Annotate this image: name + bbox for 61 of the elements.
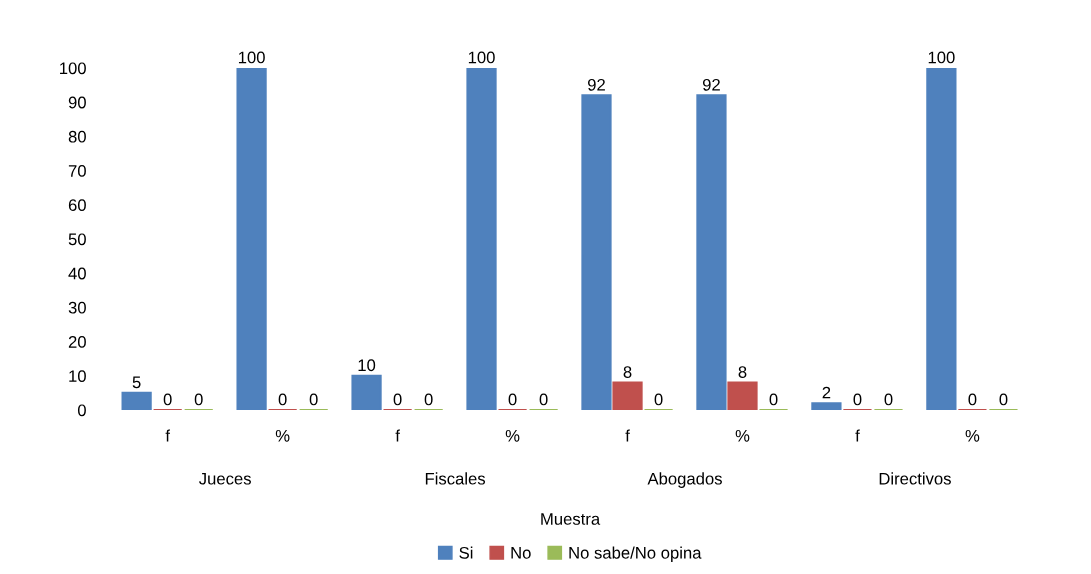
- data-label: 0: [393, 393, 402, 406]
- y-tick-label: 70: [68, 165, 86, 177]
- legend-label: No: [511, 547, 531, 559]
- y-tick-label: 20: [68, 336, 86, 348]
- data-label: 0: [884, 393, 893, 406]
- data-label: 0: [968, 393, 977, 406]
- x-tick-label: %: [965, 429, 980, 442]
- bar: [612, 381, 643, 411]
- data-label: 2: [822, 386, 831, 399]
- data-label: 0: [194, 393, 203, 406]
- data-label: 100: [238, 51, 265, 64]
- data-label: 8: [623, 366, 632, 378]
- y-tick-label: 60: [68, 199, 86, 212]
- y-tick-label: 90: [68, 96, 86, 109]
- data-label: 0: [853, 393, 862, 406]
- data-label: 100: [928, 51, 955, 64]
- y-tick-label: 80: [68, 130, 86, 143]
- bar: [351, 374, 382, 411]
- text: Abogados: [647, 472, 722, 488]
- y-tick-label: 0: [77, 404, 86, 417]
- x-tick-label: f: [395, 429, 400, 442]
- data-label: 0: [539, 393, 548, 406]
- bar: [236, 68, 267, 411]
- data-label: 0: [163, 393, 172, 406]
- y-tick-label: 40: [68, 267, 86, 280]
- bar: [121, 391, 152, 411]
- legend-label: No sabe/No opina: [569, 546, 702, 563]
- data-label: 100: [468, 51, 495, 64]
- data-label: 0: [999, 393, 1008, 406]
- y-tick-label: 50: [68, 233, 86, 246]
- bar: [696, 94, 727, 411]
- data-label: 0: [654, 393, 663, 406]
- text: Directivos: [879, 472, 951, 485]
- x-tick-label: %: [275, 429, 290, 442]
- y-tick-label: 30: [68, 301, 86, 314]
- x-tick-label: f: [165, 429, 171, 442]
- bar: [926, 68, 957, 411]
- bar: [727, 381, 758, 411]
- data-label: 8: [738, 366, 747, 378]
- x-axis-title: Muestra: [541, 513, 601, 525]
- data-label: 0: [769, 393, 778, 406]
- text: Jueces: [199, 472, 251, 485]
- text: Fiscales: [425, 472, 486, 485]
- data-label: 0: [309, 393, 318, 406]
- bar: [581, 94, 612, 411]
- data-label: 0: [278, 393, 287, 406]
- y-tick-label: 100: [60, 62, 86, 75]
- x-tick-label: f: [625, 429, 630, 442]
- data-label: 92: [588, 78, 605, 91]
- legend-label: Si: [459, 546, 473, 559]
- data-label: 5: [132, 376, 141, 389]
- bar: [466, 68, 497, 411]
- x-tick-label: %: [505, 429, 520, 442]
- data-label: 0: [508, 393, 517, 406]
- data-label: 10: [358, 359, 376, 372]
- x-tick-label: %: [735, 429, 750, 442]
- y-tick-label: 10: [69, 370, 86, 383]
- data-label: 92: [702, 78, 720, 91]
- x-tick-label: f: [855, 429, 860, 442]
- bar: [811, 402, 842, 411]
- data-label: 0: [424, 393, 433, 406]
